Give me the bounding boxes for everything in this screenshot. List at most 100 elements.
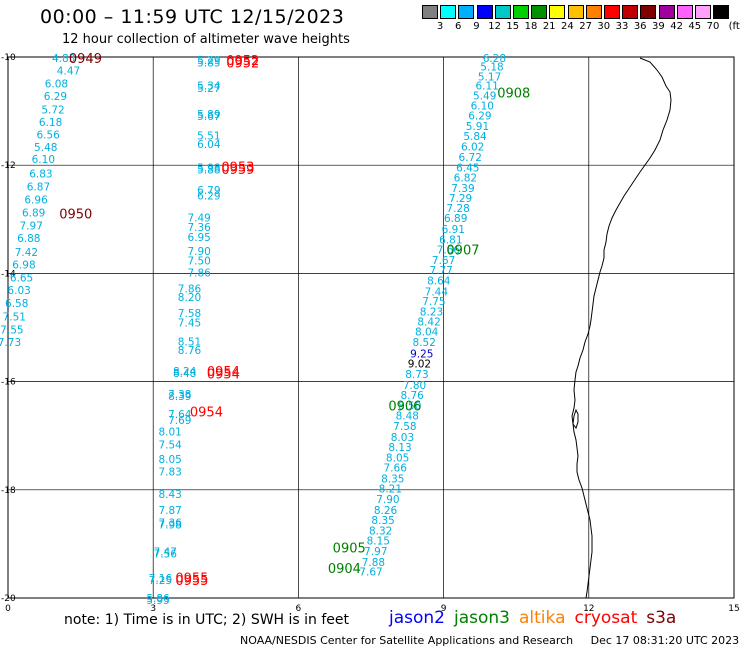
legend-label: 36 [633,21,647,32]
legend-swatch [531,5,548,19]
swh-value-label: 7.73 [0,337,21,349]
swh-value-label: 8.21 [379,484,402,496]
legend-swatch [695,5,711,19]
chart-subtitle: 12 hour collection of altimeter wave hei… [62,32,350,47]
swh-value-label: 6.89 [444,213,467,225]
swh-value-label: 7.67 [432,255,455,267]
swh-value-label: 7.64 [168,409,192,421]
swh-value-label: 7.51 [3,312,26,324]
y-tick-label: -14 [1,269,16,279]
swh-value-label: 7.98 [158,519,181,531]
swh-value-label: 7.45 [178,318,201,330]
legend-label: 24 [561,21,574,32]
legend-label: 45 [688,21,702,32]
swh-value-label: 6.10 [471,101,494,113]
swh-value-label: 6.56 [36,129,60,141]
pass-time-labels: 0949095009520952095309590954095409540955… [59,52,530,589]
swh-value-label: 6.79 [197,185,220,197]
swh-value-label: 6.82 [454,173,477,185]
swh-value-label: 7.39 [451,183,474,195]
data-labels: 4.834.476.086.295.726.186.565.486.106.83… [0,53,506,607]
swh-value-label: 7.56 [154,549,178,561]
legend-label: 30 [597,21,611,32]
legend-label: 39 [652,21,665,32]
swh-value-label: 5.72 [41,104,64,116]
grid-lines [8,57,734,598]
swh-value-label: 4.83 [52,53,75,65]
swh-value-label: 8.01 [158,426,181,438]
swh-value-label: 9.25 [410,348,433,360]
swh-value-label: 8.20 [178,292,201,304]
swh-value-label: 6.28 [483,53,506,65]
swh-value-label: 5.67 [197,111,220,123]
y-tick-label: -20 [1,594,16,604]
swh-value-label: 5.95 [146,595,169,607]
swh-value-label: 7.36 [187,222,211,234]
swh-value-label: 7.86 [178,284,202,296]
swh-value-label: 6.89 [22,207,45,219]
swh-value-label: 6.29 [468,110,491,122]
swh-value-label: 8.24 [173,366,197,378]
swh-value-label: 6.11 [475,81,498,93]
swh-value-label: 6.87 [27,181,50,193]
legend-swatch [585,5,602,19]
swh-value-label: 6.72 [459,152,482,164]
swh-value-label: 7.80 [403,380,426,392]
legend-swatch [640,5,657,19]
swh-value-label: 5.88 [197,165,220,177]
swh-value-label: 6.65 [10,273,33,285]
swh-value-label: 6.04 [197,139,221,151]
swh-value-label: 7.86 [187,267,211,279]
satellite-s3a: s3a [646,608,677,628]
legend-swatch [549,5,566,19]
swh-value-label: 5.34 [197,81,221,93]
swh-value-label: 7.47 [154,546,177,558]
legend-label: 12 [488,21,501,32]
legend-swatch [440,5,457,19]
swh-value-label: 5.49 [473,90,496,102]
swh-value-label: 8.26 [374,505,398,517]
swh-value-label: 7.54 [158,439,182,451]
swh-value-label: 8.76 [178,345,202,357]
legend-label: 6 [455,21,462,32]
swh-value-label: 7.69 [168,415,191,427]
swh-value-label: 7.28 [446,203,469,215]
chart-title: 00:00 – 11:59 UTC 12/15/2023 [40,6,345,28]
legend-swatch [494,5,511,19]
pass-time-label: 0955 [175,571,208,586]
legend-label: 18 [524,21,538,32]
swh-value-label: 8.05 [386,452,409,464]
legend-label: 21 [542,21,556,32]
x-tick-label: 6 [296,604,302,614]
swh-value-label: 6.95 [187,232,210,244]
y-tick-label: -18 [1,486,16,496]
swh-value-label: 5.91 [466,121,489,133]
swh-value-label: 6.45 [456,162,479,174]
y-tick-label: -10 [1,53,16,63]
swh-value-label: 7.25 [149,575,172,587]
swh-value-label: 8.39 [168,391,191,403]
swh-value-label: 8.64 [427,275,451,287]
swh-value-label: 7.83 [158,466,181,478]
legend-swatch [676,5,693,19]
swh-value-label: 6.88 [17,233,40,245]
swh-value-label: 8.35 [371,515,394,527]
pass-time-label: 0950 [59,207,92,222]
swh-value-label: 7.29 [449,193,472,205]
legend-label: 42 [670,21,683,32]
legend-swatch [422,5,438,19]
pass-time-label: 0954 [190,405,223,420]
x-tick-label: 9 [441,604,447,614]
x-tick-label: 0 [5,604,11,614]
credit-line: NOAA/NESDIS Center for Satellite Applica… [240,634,740,647]
swh-value-label: 5.29 [197,55,220,67]
legend-swatch [604,5,620,19]
swh-value-label: 7.66 [384,463,408,475]
swh-value-label: 8.15 [367,536,390,548]
legend-swatch [713,5,730,19]
swh-value-label: 8.13 [388,442,411,454]
swh-value-label: 5.27 [197,83,220,95]
legend-swatch [567,5,584,19]
swh-value-label: 7.66 [437,245,461,257]
swh-value-label: 8.04 [415,326,439,338]
